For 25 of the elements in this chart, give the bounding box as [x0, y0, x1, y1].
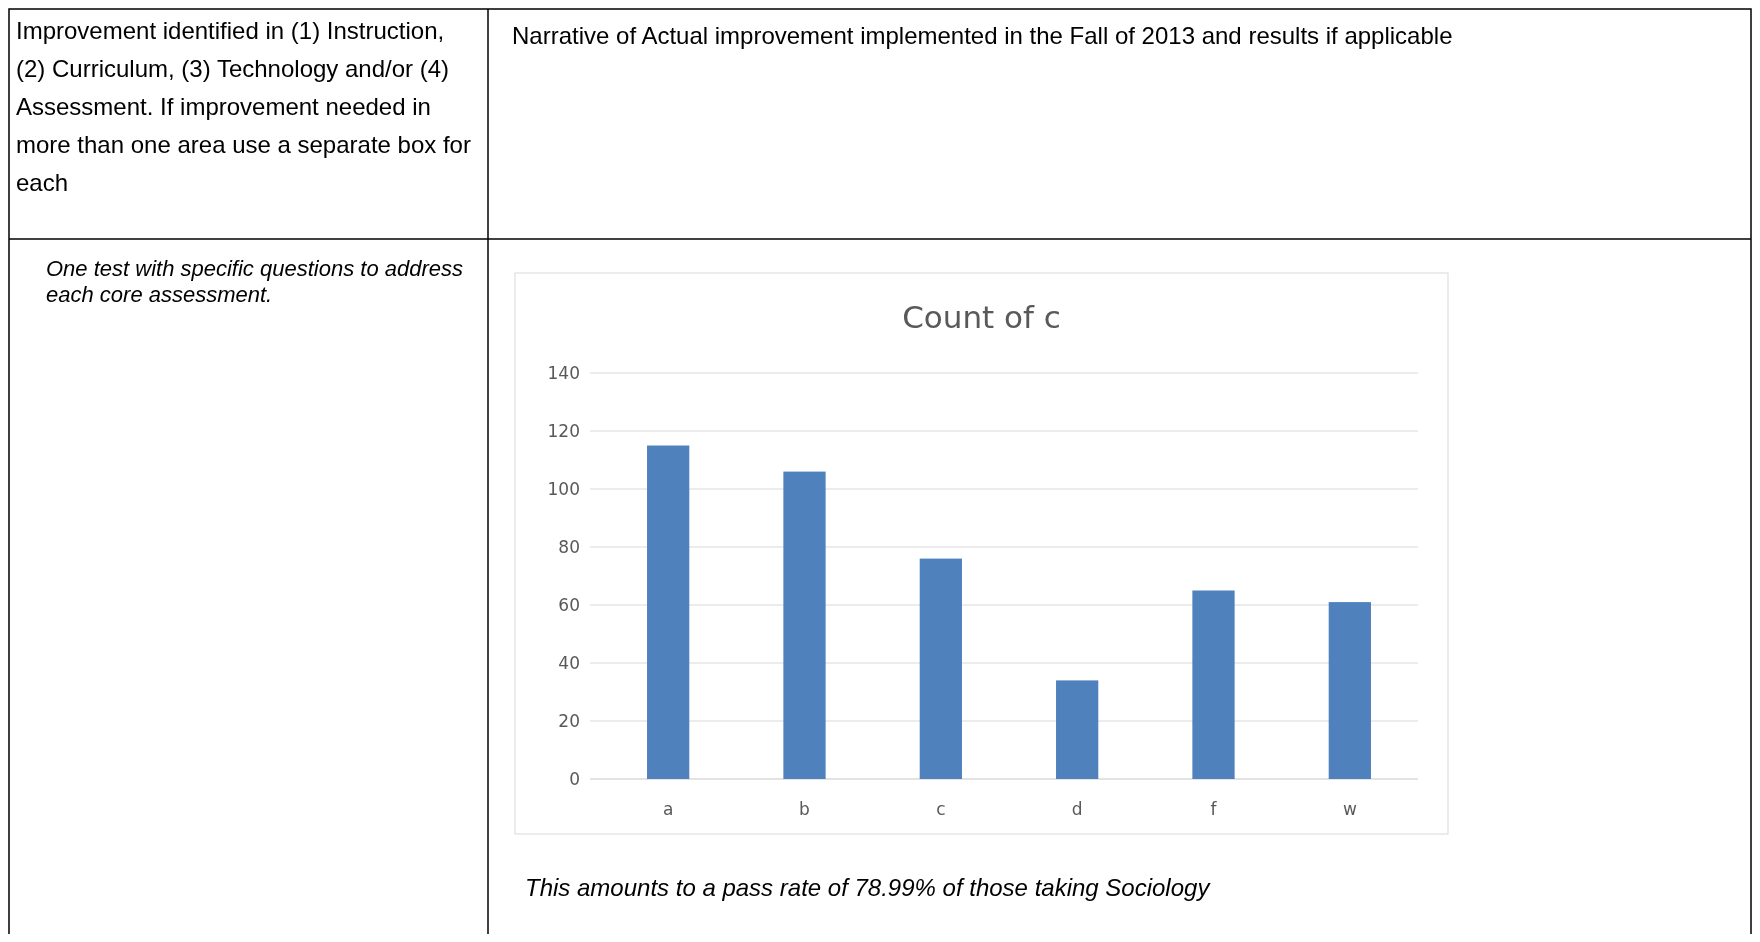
- text: Narrative of Actual improvement implemented in the Fall of 2013 and results if applicable: [512, 22, 1454, 50]
- bar: [1056, 680, 1099, 779]
- x-tick-label: a: [662, 799, 674, 819]
- x-tick-label: w: [1342, 799, 1357, 819]
- x-tick-label: f: [1210, 799, 1218, 819]
- x-tick-label: d: [1071, 799, 1083, 819]
- bar: [783, 471, 826, 779]
- bar: [919, 558, 962, 779]
- bar: [1192, 590, 1235, 779]
- y-tick-label: 60: [558, 594, 580, 615]
- y-tick-label: 80: [558, 536, 580, 557]
- text: One test with specific questions to address each core assessment.: [46, 256, 464, 308]
- x-tick-label: c: [936, 799, 946, 819]
- bar: [647, 445, 690, 779]
- text: This amounts to a pass rate of 78.99% of those taking Sociology: [525, 874, 1212, 902]
- y-tick-label: 140: [547, 362, 580, 383]
- bar: [1328, 602, 1371, 779]
- chart-title: Count of c: [902, 299, 1061, 335]
- x-tick-label: b: [799, 799, 810, 819]
- y-tick-label: 40: [558, 652, 580, 673]
- y-tick-label: 20: [558, 710, 580, 731]
- text: Improvement identified in (1) Instruction, (2) Curriculum, (3) Technology and/or (4) Assessment. If improvement needed in more than one area use a separate box for each: [16, 16, 472, 198]
- y-tick-label: 0: [569, 768, 580, 789]
- y-tick-label: 100: [547, 478, 580, 499]
- y-tick-label: 120: [547, 420, 580, 441]
